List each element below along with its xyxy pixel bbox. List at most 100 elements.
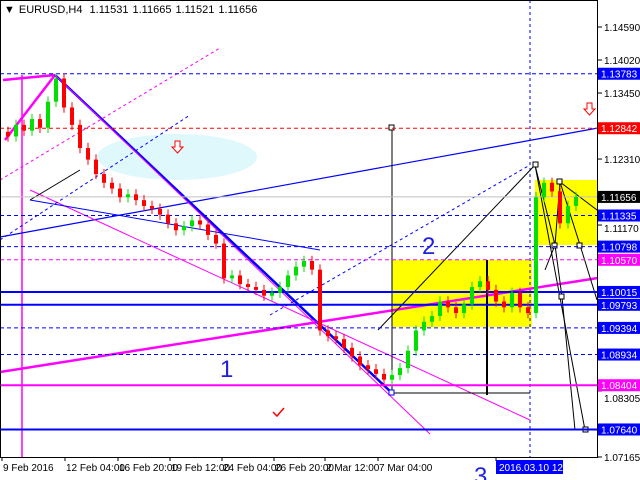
candle-body xyxy=(254,287,258,290)
consolidation-zone xyxy=(392,260,532,327)
candle-body xyxy=(142,200,146,206)
level-price-label: 1.09793 xyxy=(601,301,638,312)
level-price-box xyxy=(598,348,640,361)
crosshair-time-box xyxy=(496,460,563,474)
y-tick-label: 1.13450 xyxy=(604,89,640,100)
x-tick-label: 26 Feb 20:00 xyxy=(275,463,334,474)
candle-body xyxy=(446,301,450,308)
candle-body xyxy=(406,350,410,369)
level-price-label: 1.09394 xyxy=(601,324,638,335)
low-value: 1.11521 xyxy=(175,4,215,16)
candle-body xyxy=(30,119,34,131)
x-tick-label: 12 Feb 04:00 xyxy=(66,463,125,474)
candle-body xyxy=(134,194,138,201)
level-price-label: 1.08934 xyxy=(601,351,638,362)
candle-body xyxy=(478,281,482,288)
candle-body xyxy=(118,188,122,198)
candle-body xyxy=(334,336,338,340)
high-value: 1.11665 xyxy=(132,4,172,16)
candle-body xyxy=(94,159,98,175)
level-price-box xyxy=(598,423,640,436)
x-tick-label: 19 Feb 12:00 xyxy=(171,463,230,474)
down-arrow-icon xyxy=(582,102,597,116)
candle-body xyxy=(502,301,506,308)
level-price-label: 1.11656 xyxy=(601,193,637,204)
y-tick-label: 1.12310 xyxy=(604,155,640,166)
level-price-box xyxy=(598,190,640,203)
level-price-label: 1.07640 xyxy=(601,425,638,436)
candle-body xyxy=(262,289,266,296)
annotations: 1 2 3 xyxy=(170,102,597,480)
candles xyxy=(6,73,578,385)
wave-label-1: 1 xyxy=(220,356,233,383)
level-price-label: 1.13783 xyxy=(601,70,638,81)
y-tick-label: 1.07165 xyxy=(604,453,640,464)
check-icon xyxy=(272,407,285,418)
candle-body xyxy=(166,214,170,224)
candle-body xyxy=(270,292,274,296)
y-tick-label: 1.14020 xyxy=(604,56,640,67)
y-tick-label: 1.14590 xyxy=(604,23,640,34)
level-price-label: 1.08404 xyxy=(601,381,638,392)
wave-label-3: 3 xyxy=(474,463,487,480)
level-price-label: 1.10015 xyxy=(601,288,638,299)
candle-body xyxy=(382,373,386,380)
level-price-box xyxy=(598,240,640,253)
candle-body xyxy=(374,369,378,374)
dropdown-triangle-icon[interactable]: ▼ xyxy=(4,4,15,16)
candle-body xyxy=(286,275,290,288)
chart-drawings xyxy=(0,0,599,457)
symbol-label: EURUSD,H4 xyxy=(18,4,83,16)
level-price-box xyxy=(598,253,640,266)
candle-body xyxy=(486,281,490,290)
candle-body xyxy=(430,315,434,322)
candle-body xyxy=(342,339,346,348)
level-price-box xyxy=(598,379,640,392)
level-price-label: 1.11335 xyxy=(601,211,637,222)
candle-body xyxy=(526,307,530,314)
x-tick-label: 24 Feb 04:00 xyxy=(223,463,282,474)
y-tick-label: 1.08305 xyxy=(604,394,640,405)
level-price-label: 1.12842 xyxy=(601,124,638,135)
crosshair-time-label: 2016.03.10 12:00 xyxy=(499,463,577,474)
candle-body xyxy=(102,174,106,183)
candle-body xyxy=(214,234,218,244)
candle-body xyxy=(510,292,514,308)
candle-body xyxy=(550,182,554,192)
candle-body xyxy=(438,301,442,316)
candle-body xyxy=(398,368,402,376)
open-value: 1.11531 xyxy=(89,4,129,16)
candle-body xyxy=(358,356,362,366)
candle-body xyxy=(110,182,114,189)
y-tick-label: 1.11170 xyxy=(604,224,639,235)
x-tick-label: 2 Mar 12:00 xyxy=(326,463,380,474)
candle-body xyxy=(46,101,50,128)
down-arrow-icon xyxy=(170,140,185,154)
x-tick-label: 16 Feb 20:00 xyxy=(119,463,178,474)
level-price-box xyxy=(598,321,640,334)
candle-body xyxy=(350,347,354,357)
candle-body xyxy=(390,375,394,380)
candle-body xyxy=(158,208,162,215)
candle-body xyxy=(230,275,234,279)
candle-body xyxy=(54,78,58,102)
candle-body xyxy=(278,287,282,293)
candle-body xyxy=(198,220,202,225)
candle-body xyxy=(86,148,90,160)
candle-body xyxy=(238,275,242,285)
candle-body xyxy=(310,260,314,270)
candle-body xyxy=(206,224,210,235)
candle-body xyxy=(494,289,498,302)
x-tick-label: 9 Feb 2016 xyxy=(3,463,54,474)
candle-body xyxy=(454,307,458,314)
candle-body xyxy=(222,243,226,279)
chart-header: ▼ EURUSD,H4 1.11531 1.11665 1.11521 1.11656 xyxy=(4,4,261,16)
candle-body xyxy=(566,205,570,224)
candle-body xyxy=(246,284,250,288)
close-value: 1.11656 xyxy=(218,4,258,16)
level-price-box xyxy=(598,122,640,135)
target-zone-ellipse xyxy=(97,134,257,180)
level-price-box xyxy=(598,298,640,311)
